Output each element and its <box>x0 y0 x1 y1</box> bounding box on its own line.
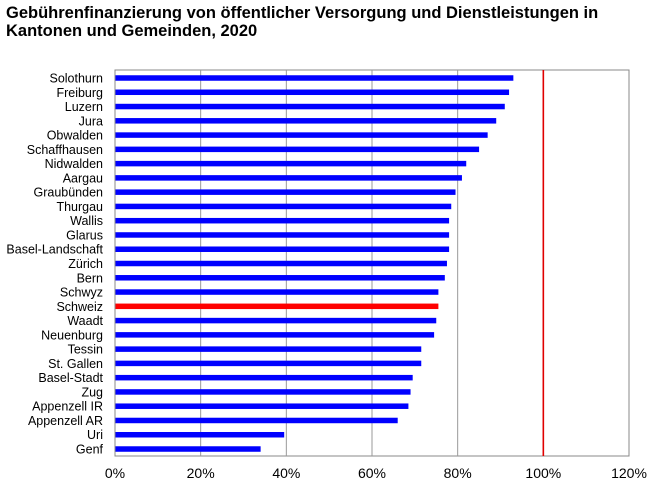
category-label-jura: Jura <box>79 114 103 128</box>
bar-genf <box>115 446 261 452</box>
bar-zürich <box>115 260 447 267</box>
bar-basel-landschaft <box>115 246 450 252</box>
category-label-schaffhausen: Schaffhausen <box>27 143 103 157</box>
chart-title: Gebührenfinanzierung von öffentlicher Ve… <box>6 4 599 40</box>
bar-wallis <box>115 217 450 224</box>
x-tick-label-20: 20% <box>187 465 215 481</box>
category-label-schweiz: Schweiz <box>56 300 103 314</box>
category-labels: SolothurnFreiburgLuzernJuraObwaldenSchaf… <box>6 72 103 457</box>
category-label-solothurn: Solothurn <box>49 72 103 86</box>
category-label-appenzell-ar: Appenzell AR <box>28 414 103 428</box>
bar-luzern <box>115 103 505 110</box>
bar-zug <box>115 389 411 395</box>
bar-nidwalden <box>115 160 467 167</box>
category-label-freiburg: Freiburg <box>56 86 103 100</box>
bar-appenzell-ar <box>115 417 398 424</box>
bar-bern <box>115 275 445 281</box>
bar-glarus <box>115 232 450 238</box>
x-tick-label-120: 120% <box>611 465 647 481</box>
x-tick-label-40: 40% <box>272 465 300 481</box>
bar-basel-stadt <box>115 374 413 381</box>
x-tick-label-100: 100% <box>525 465 561 481</box>
category-label-zürich: Zürich <box>68 257 103 271</box>
bar-neuenburg <box>115 332 435 338</box>
bar-jura <box>115 118 497 124</box>
x-axis-tick-labels: 0% 20% 40% 60% 80% 100% 120% <box>105 465 647 481</box>
bar-uri <box>115 431 285 438</box>
category-label-bern: Bern <box>77 271 103 285</box>
category-label-aargau: Aargau <box>63 171 103 185</box>
category-label-basel-stadt: Basel-Stadt <box>38 371 103 385</box>
x-tick-label-0: 0% <box>105 465 125 481</box>
category-label-schwyz: Schwyz <box>60 286 103 300</box>
bars <box>115 75 514 452</box>
category-label-tessin: Tessin <box>68 343 103 357</box>
bar-waadt <box>115 317 437 324</box>
category-label-obwalden: Obwalden <box>47 129 103 143</box>
bar-st-gallen <box>115 360 422 367</box>
category-label-waadt: Waadt <box>67 314 103 328</box>
category-label-st-gallen: St. Gallen <box>48 357 103 371</box>
bar-solothurn <box>115 75 514 81</box>
category-label-neuenburg: Neuenburg <box>41 328 103 342</box>
bar-aargau <box>115 175 462 181</box>
bar-freiburg <box>115 89 510 96</box>
bar-tessin <box>115 346 422 352</box>
category-label-genf: Genf <box>76 443 104 457</box>
category-label-wallis: Wallis <box>70 214 103 228</box>
x-tick-label-80: 80% <box>444 465 472 481</box>
bar-appenzell-ir <box>115 403 409 409</box>
category-label-appenzell-ir: Appenzell IR <box>32 400 103 414</box>
bar-schweiz <box>115 303 439 310</box>
bar-schaffhausen <box>115 146 480 153</box>
category-label-thurgau: Thurgau <box>56 200 103 214</box>
category-label-graubünden: Graubünden <box>33 186 103 200</box>
x-tick-label-60: 60% <box>358 465 386 481</box>
category-label-glarus: Glarus <box>66 228 103 242</box>
bar-obwalden <box>115 132 488 138</box>
bar-thurgau <box>115 203 452 210</box>
category-label-luzern: Luzern <box>65 100 103 114</box>
category-label-uri: Uri <box>87 428 103 442</box>
category-label-basel-landschaft: Basel-Landschaft <box>6 243 103 257</box>
bar-graubünden <box>115 189 456 195</box>
bar-schwyz <box>115 289 439 295</box>
category-label-zug: Zug <box>81 385 103 399</box>
category-label-nidwalden: Nidwalden <box>45 157 103 171</box>
